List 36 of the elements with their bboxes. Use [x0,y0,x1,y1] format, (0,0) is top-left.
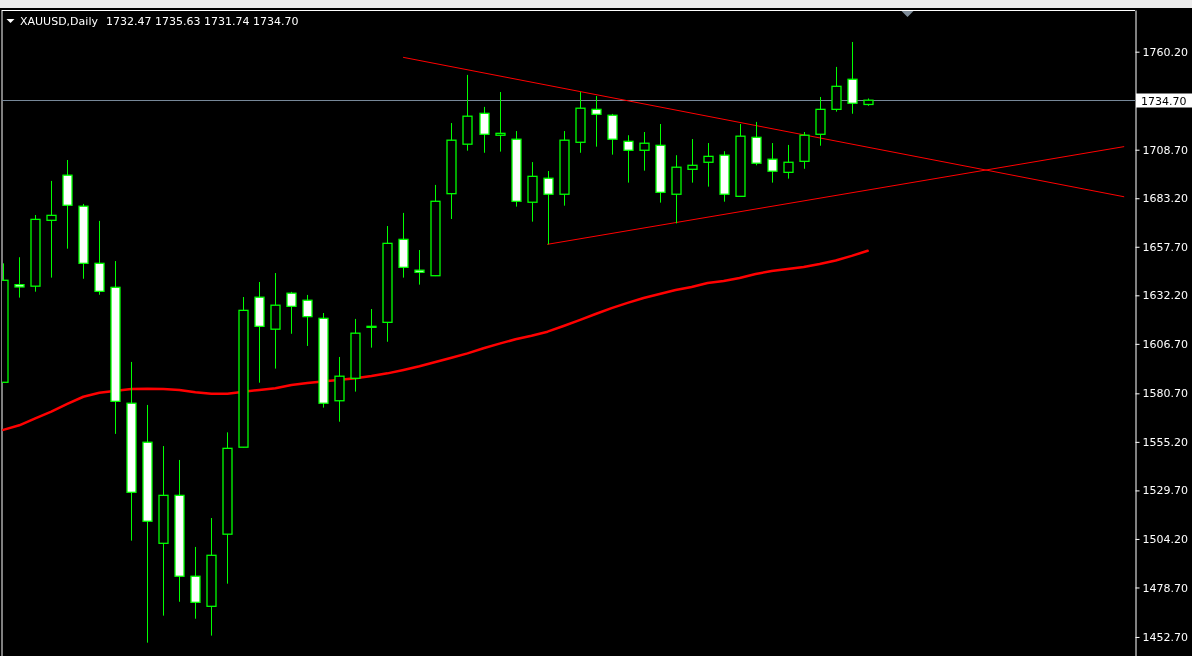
y-tick-label: 1452.70 [1142,630,1188,644]
y-tick-label: 1555.20 [1142,435,1188,449]
candlestick [607,113,618,156]
candlestick [414,249,425,286]
candlestick [270,272,281,370]
candlestick [847,41,858,115]
y-tick-label: 1478.70 [1142,581,1188,595]
candlestick [783,144,794,180]
candlestick [831,66,842,113]
candlestick [46,180,57,279]
candlestick [591,95,602,148]
candlestick [639,131,650,172]
candlestick [623,134,634,184]
y-tick-label: 1529.70 [1142,484,1188,498]
text: XAUUSD,Daily [20,15,99,28]
ref-line-label: 1734.70 [1141,94,1187,108]
candlestick [767,142,778,184]
candlestick [302,294,313,347]
candlestick [14,256,25,299]
candlestick [687,138,698,184]
y-tick-label: 1580.70 [1142,387,1188,401]
candlestick [286,291,297,335]
text: 1732.47 1735.63 1731.74 1734.70 [105,15,299,28]
y-tick-label: 1504.20 [1142,532,1188,546]
candlestick [495,91,506,153]
y-tick-label: 1683.20 [1142,192,1188,206]
candlestick [703,142,714,188]
y-tick-label: 1708.70 [1142,143,1188,157]
y-tick-label: 1760.20 [1142,45,1188,59]
candlestick [479,106,490,154]
line-series [2,249,869,432]
candlestick [366,308,377,349]
y-tick-label: 1632.20 [1142,289,1188,303]
candlestick [543,170,554,245]
y-tick-label: 1657.70 [1142,240,1188,254]
y-tick-label: 1606.70 [1142,337,1188,351]
